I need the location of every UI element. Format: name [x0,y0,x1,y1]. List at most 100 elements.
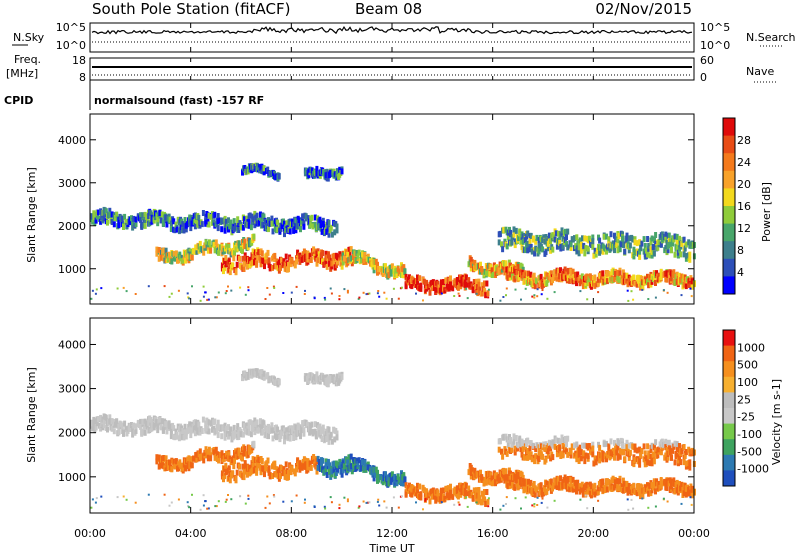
ground-scatter-cell [268,502,271,505]
echo-cell [373,263,377,270]
ground-scatter-cell [134,293,137,295]
echo-cell [201,210,205,216]
echo-cell [561,235,565,242]
echo-cell [332,467,336,474]
echo-cell [169,220,173,227]
echo-cell [490,475,494,482]
echo-cell [117,429,121,436]
ground-scatter-cell [227,285,229,288]
echo-cell [449,275,452,282]
echo-cell [647,486,651,493]
echo-cell [684,283,688,290]
echo-cell [363,252,367,258]
echo-cell [593,491,597,498]
echo-cell [481,477,485,483]
echo-cell [436,280,440,287]
colorbar-swatch [723,118,735,137]
echo-cell [134,216,138,223]
echo-cell [586,245,590,252]
echo-cell [166,464,170,471]
echo-cell [112,221,116,228]
echo-cell [357,457,361,464]
echo-cell [319,225,323,232]
echo-cell [302,430,306,437]
nsky-series [91,25,693,35]
echo-cell [555,275,559,282]
echo-cell [538,489,542,496]
echo-cell [249,224,253,231]
echo-cell [439,279,443,286]
echo-cell [485,280,489,287]
ground-scatter-cell [440,501,443,504]
echo-cell [266,249,270,256]
echo-cell [223,265,227,272]
ground-scatter-cell [422,508,424,511]
ground-scatter-cell [244,502,247,505]
echo-cell [486,290,490,297]
echo-cell [124,426,128,433]
echo-cell [500,448,503,455]
echo-cell [523,454,527,461]
echo-cell [319,432,323,439]
ground-scatter-cell [290,500,293,503]
ground-scatter-cell [343,288,346,291]
echo-cell [460,280,464,287]
echo-cell [577,250,581,257]
echo-cell [411,276,415,283]
echo-cell [170,258,174,265]
nsearch-label: N.Search [746,31,796,44]
echo-cell [206,247,210,254]
echo-cell [231,470,235,477]
echo-cell [145,423,149,430]
echo-cell [299,226,302,233]
echo-cell [439,487,443,494]
echo-cell [593,282,597,289]
echo-cell [682,236,686,243]
x-tick-label: 08:00 [275,527,307,540]
echo-cell [559,243,563,250]
echo-cell [616,269,620,276]
ground-scatter-cell [338,503,341,506]
echo-cell [593,482,597,489]
echo-cell [635,281,639,288]
echo-cell [267,226,270,233]
echo-cell [596,485,600,492]
echo-cell [335,170,339,177]
echo-cell [322,431,326,438]
echo-cell [251,248,255,255]
echo-cell [253,417,257,424]
echo-cell [517,235,521,242]
ground-scatter-cell [689,496,692,499]
echo-cell [616,478,620,484]
echo-cell [627,247,631,254]
echo-cell [546,448,550,455]
echo-cell [408,482,411,489]
echo-cell [227,433,230,440]
echo-cell [120,216,124,222]
ground-scatter-cell [499,508,502,511]
echo-cell [463,490,467,497]
echo-cell [569,245,573,251]
echo-cell [200,428,204,434]
ground-scatter-cell [422,299,424,302]
echo-cell [569,477,573,484]
echo-cell [601,270,605,277]
echo-cell [477,281,481,288]
echo-cell [567,267,570,274]
echo-cell [514,227,518,234]
echo-cell [207,428,211,435]
ground-scatter-cell [338,298,341,301]
echo-cell [389,478,393,485]
echo-cell [591,238,595,245]
ground-scatter-cell [514,497,517,500]
echo-cell [580,273,584,280]
echo-cell [675,233,679,240]
ground-scatter-cell [400,286,403,289]
echo-cell [598,237,602,244]
echo-cell [300,425,304,432]
echo-cell [267,465,271,472]
echo-cell [506,482,510,489]
echo-cell [444,277,448,284]
echo-cell [311,223,315,230]
